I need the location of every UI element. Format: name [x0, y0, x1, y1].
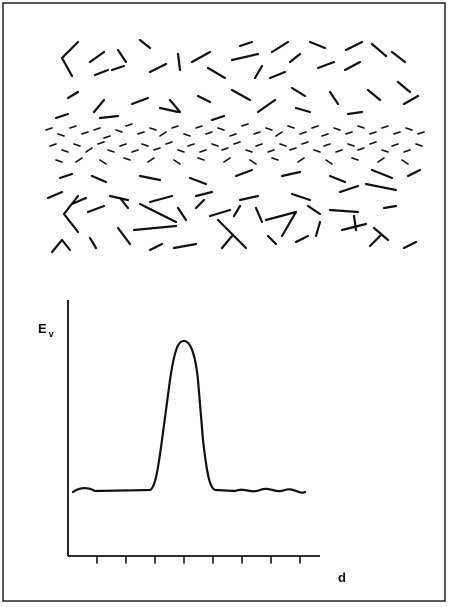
strands-small — [45, 123, 425, 165]
strands-large — [46, 38, 422, 254]
y-axis-label-main: E — [38, 321, 47, 336]
profile-curve — [71, 339, 307, 494]
y-axis-label-subscript: v — [49, 329, 54, 339]
x-axis-label: d — [338, 570, 346, 585]
frame — [2, 2, 446, 602]
axes — [67, 300, 320, 564]
